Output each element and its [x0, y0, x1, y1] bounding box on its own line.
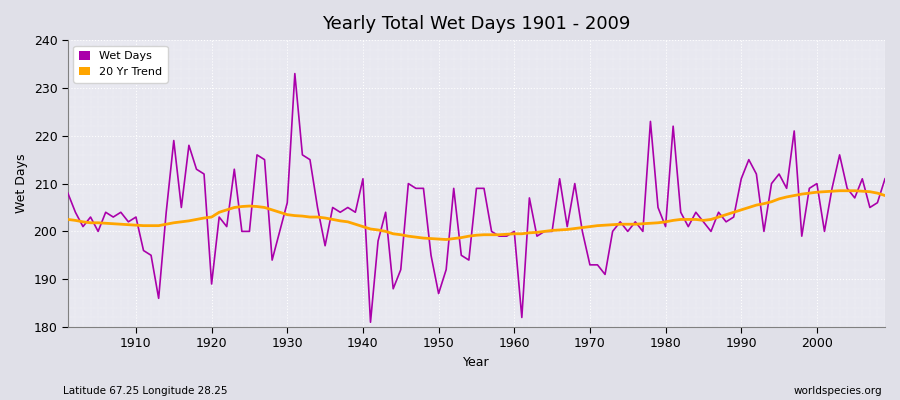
Wet Days: [290, 71, 301, 76]
Wet Days: [342, 205, 353, 210]
Wet Days: [365, 320, 376, 325]
Wet Days: [297, 152, 308, 157]
X-axis label: Year: Year: [464, 356, 490, 369]
20 Yr Trend: [834, 188, 845, 193]
Wet Days: [123, 220, 134, 224]
Wet Days: [517, 315, 527, 320]
Y-axis label: Wet Days: Wet Days: [15, 154, 28, 213]
20 Yr Trend: [441, 237, 452, 242]
Legend: Wet Days, 20 Yr Trend: Wet Days, 20 Yr Trend: [74, 46, 167, 82]
20 Yr Trend: [608, 222, 618, 227]
Text: worldspecies.org: worldspecies.org: [794, 386, 882, 396]
20 Yr Trend: [123, 222, 134, 227]
Line: 20 Yr Trend: 20 Yr Trend: [68, 191, 885, 240]
Wet Days: [524, 196, 535, 200]
20 Yr Trend: [335, 218, 346, 223]
Title: Yearly Total Wet Days 1901 - 2009: Yearly Total Wet Days 1901 - 2009: [322, 15, 631, 33]
Wet Days: [615, 220, 626, 224]
20 Yr Trend: [508, 231, 519, 236]
Text: Latitude 67.25 Longitude 28.25: Latitude 67.25 Longitude 28.25: [63, 386, 228, 396]
20 Yr Trend: [62, 217, 73, 222]
Wet Days: [62, 191, 73, 196]
Line: Wet Days: Wet Days: [68, 74, 885, 322]
Wet Days: [879, 176, 890, 181]
20 Yr Trend: [517, 231, 527, 236]
20 Yr Trend: [879, 193, 890, 198]
20 Yr Trend: [290, 213, 301, 218]
